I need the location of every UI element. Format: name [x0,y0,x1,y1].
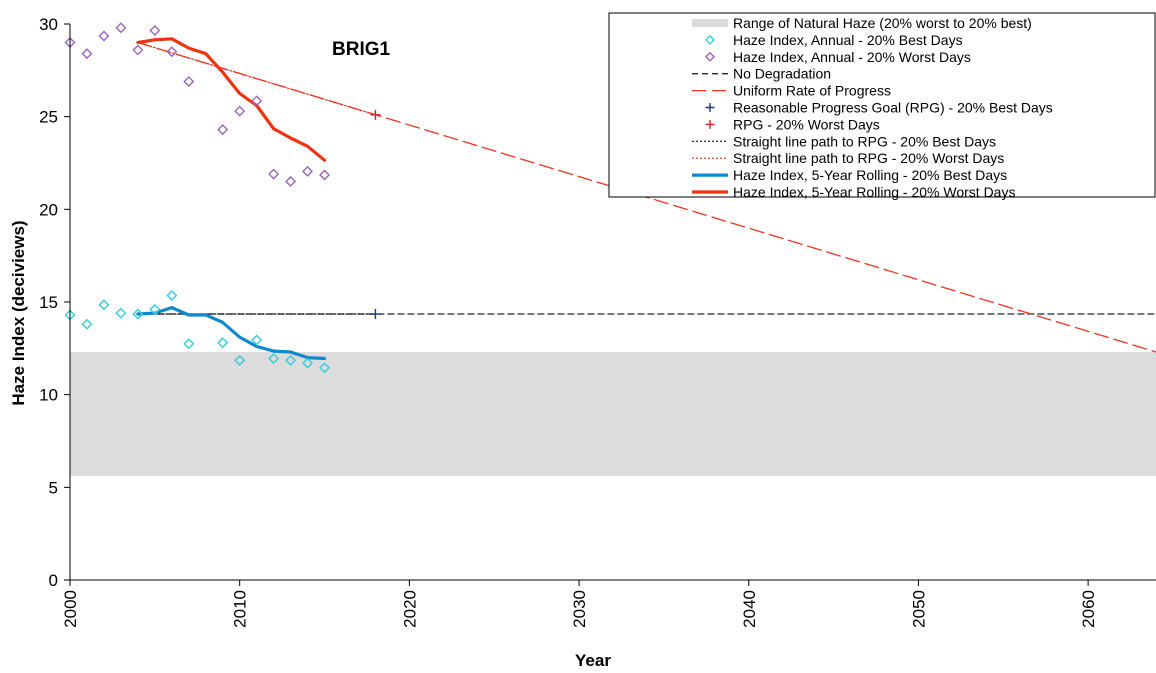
haze-index-annual-20-best-days-point [81,318,93,330]
straight-line-path-to-rpg-20-worst-days-legend-label: Straight line path to RPG - 20% Worst Da… [733,150,1004,166]
x-tick-label: 2020 [400,590,419,628]
reasonable-progress-goal-rpg-20-best-days-legend-label: Reasonable Progress Goal (RPG) - 20% Bes… [733,100,1053,116]
x-axis-title: Year [575,651,611,670]
haze-index-annual-20-best-days-point [98,299,110,311]
rpg-20-worst-days-legend-swatch [705,119,715,129]
haze-index-annual-20-worst-days-point [183,75,195,87]
haze-index-annual-20-worst-days-legend-swatch [705,51,715,62]
haze-index-annual-20-worst-days-point [234,105,246,117]
haze-index-annual-20-best-days-point [217,337,229,349]
straight-line-path-to-rpg-20-best-days-legend-label: Straight line path to RPG - 20% Best Day… [733,133,996,149]
x-tick-label: 2030 [570,590,589,628]
haze-index-5-year-rolling-20-best-days-legend-label: Haze Index, 5-Year Rolling - 20% Best Da… [733,167,1007,183]
haze-index-annual-20-best-days-legend-swatch [705,34,715,45]
y-tick-label: 20 [39,200,58,219]
range-of-natural-haze-20-worst-to-20-best-legend-label: Range of Natural Haze (20% worst to 20% … [733,15,1032,31]
x-tick-label: 2040 [740,590,759,628]
x-tick-label: 2010 [231,590,250,628]
haze-index-annual-20-best-days-legend-label: Haze Index, Annual - 20% Best Days [733,32,963,48]
y-axis-title: Haze Index (deciviews) [9,220,28,405]
plot-area [64,22,1156,477]
haze-index-annual-20-worst-days-point [149,24,161,36]
range-of-natural-haze-20-worst-to-20-best-legend-swatch [692,19,728,27]
haze-index-annual-20-best-days-point [302,357,314,369]
reasonable-progress-goal-rpg-20-best-days-point [370,309,381,320]
haze-index-annual-20-best-days-point [132,308,144,320]
haze-index-annual-20-worst-days-point [98,30,110,42]
haze-index-annual-20-best-days-point [268,353,280,365]
haze-index-annual-20-worst-days-point [115,22,127,34]
haze-index-annual-20-best-days-point [234,354,246,366]
haze-index-annual-20-worst-days-point [132,44,144,56]
rpg-20-worst-days-legend-label: RPG - 20% Worst Days [733,116,880,132]
haze-index-5-year-rolling-20-best-days-line [136,306,327,361]
haze-index-annual-20-worst-days-point [319,169,331,181]
y-tick-label: 15 [39,293,58,312]
haze-index-annual-20-worst-days-point [166,46,178,58]
straight-line-path-to-rpg-20-worst-days-line [137,41,376,116]
haze-index-annual-20-worst-days-point [81,48,93,60]
haze-index-annual-20-worst-days-point [285,176,297,188]
haze-index-annual-20-best-days-point [285,354,297,366]
haze-index-annual-20-best-days-point [251,334,263,346]
legend-box [608,12,1156,198]
haze-index-annual-20-best-days-point [166,290,178,302]
x-tick-label: 2050 [909,590,928,628]
y-tick-label: 10 [39,386,58,405]
y-tick-label: 25 [39,108,58,127]
x-tick-label: 2000 [61,590,80,628]
haze-index-annual-20-best-days-point [319,362,331,374]
haze-index-annual-20-best-days-point [115,307,127,319]
axes: 0 5 10 15 20 25 30 2000 2010 2020 2030 2040 2050 2060 [39,15,1156,628]
haze-index-5-year-rolling-20-worst-days-legend-label: Haze Index, 5-Year Rolling - 20% Worst D… [733,184,1015,200]
haze-index-annual-20-worst-days-point [251,95,263,107]
legend: Range of Natural Haze (20% worst to 20% … [608,12,1156,200]
haze-index-annual-20-best-days-point [183,338,195,350]
y-tick-label: 0 [49,571,58,590]
haze-index-annual-20-worst-days-point [217,124,229,136]
reasonable-progress-goal-rpg-20-best-days-legend-swatch [705,103,715,112]
uniform-rate-of-progress-legend-label: Uniform Rate of Progress [733,83,891,99]
haze-index-5-year-rolling-20-worst-days-line [136,37,327,162]
y-tick-label: 30 [39,15,58,34]
haze-index-annual-20-worst-days-legend-label: Haze Index, Annual - 20% Worst Days [733,49,971,65]
chart-title: BRIG1 [332,39,391,60]
x-tick-label: 2060 [1079,590,1098,628]
y-tick-label: 5 [49,478,58,497]
haze-index-annual-20-worst-days-point [268,168,280,180]
range-of-natural-haze-20-worst-to-20-best-band [70,352,1156,477]
haze-index-annual-20-worst-days-point [302,165,314,177]
no-degradation-legend-label: No Degradation [733,66,831,82]
haze-index-annual-20-best-days-point [149,303,161,315]
